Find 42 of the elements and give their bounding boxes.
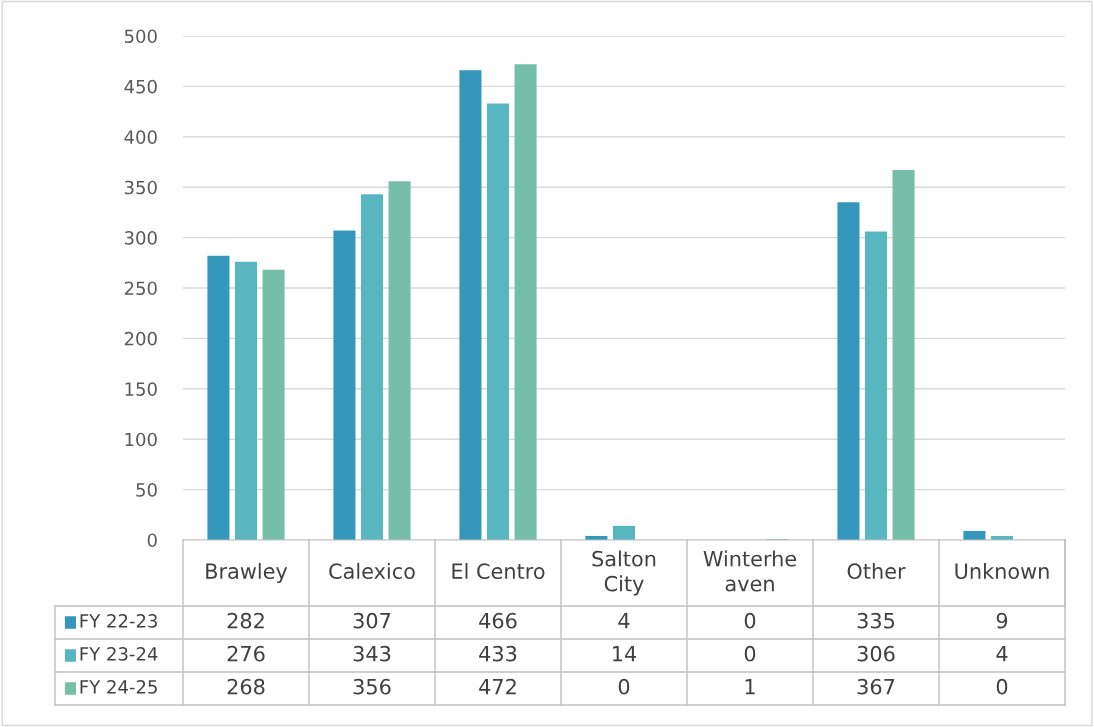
data-label: 0 [996, 678, 1008, 695]
x-tick-label: El Centro [452, 562, 545, 580]
data-label: 4 [996, 646, 1008, 662]
y-tick-label: 0 [147, 533, 157, 548]
data-label: 14 [613, 646, 637, 662]
data-label: 307 [353, 612, 391, 629]
data-label: 0 [618, 678, 630, 695]
data-label: 1 [745, 679, 755, 695]
data-label: 367 [857, 678, 895, 695]
legend-label: FY 22-23 [80, 614, 157, 628]
legend-label: FY 24-25 [80, 680, 157, 694]
x-tick-label: Unknown [955, 562, 1049, 580]
data-label: 4 [618, 613, 630, 629]
y-tick-label: 400 [124, 130, 157, 144]
data-label: 282 [227, 612, 264, 629]
data-label: 356 [353, 678, 391, 695]
y-tick-label: 150 [125, 382, 157, 396]
data-label: 343 [353, 645, 391, 662]
data-label: 466 [479, 612, 517, 629]
data-label: 0 [744, 645, 756, 662]
x-tick-label: Winterheaven [703, 550, 797, 592]
data-label: 472 [479, 678, 516, 695]
y-tick-label: 300 [124, 231, 157, 245]
x-tick-label: Salton City [592, 550, 656, 596]
x-tick-label: Other [847, 562, 906, 580]
y-tick-label: 200 [124, 331, 157, 346]
data-label: 433 [479, 645, 517, 662]
y-tick-label: 100 [125, 432, 157, 447]
y-tick-label: 500 [124, 29, 157, 44]
data-label: 335 [857, 612, 895, 629]
y-tick-label: 50 [136, 483, 157, 497]
data-label: 276 [227, 645, 265, 662]
x-tick-label: Brawley [206, 562, 288, 584]
legend-label: FY 23-24 [80, 647, 158, 661]
data-label: 9 [996, 612, 1008, 629]
y-tick-label: 350 [124, 180, 157, 195]
data-label: 268 [227, 678, 265, 695]
x-tick-label: Calexico [329, 562, 415, 580]
y-tick-label: 250 [124, 281, 157, 296]
data-label: 306 [857, 645, 895, 662]
data-label: 0 [744, 612, 756, 629]
y-tick-label: 450 [124, 79, 157, 94]
